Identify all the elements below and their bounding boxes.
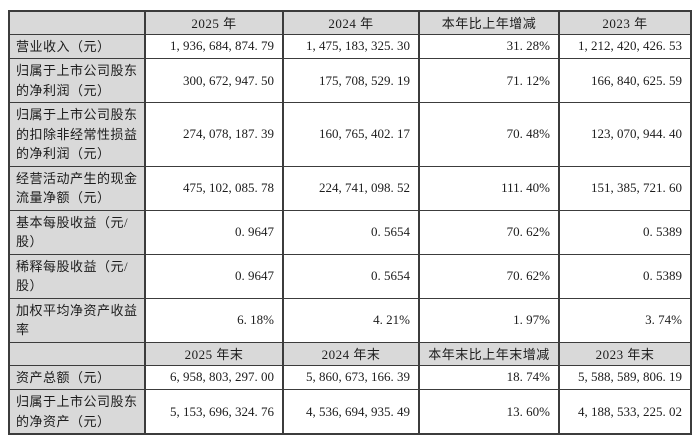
metric-label: 归属于上市公司股东的净资产（元） [8, 389, 146, 435]
value-2025: 1, 936, 684, 874. 79 [144, 33, 284, 59]
col-header-2023: 2023 年 [558, 10, 692, 35]
value-yoy: 70. 62% [418, 253, 560, 299]
value-2024: 224, 741, 098. 52 [282, 165, 420, 211]
metric-label: 归属于上市公司股东的净利润（元） [8, 58, 146, 103]
value-2024: 1, 475, 183, 325. 30 [282, 33, 420, 59]
value-2023: 166, 840, 625. 59 [558, 58, 692, 103]
metric-label: 资产总额（元） [8, 364, 146, 390]
row-operating-cash-flow: 经营活动产生的现金流量净额（元） 475, 102, 085. 78 224, … [8, 165, 692, 211]
value-yoy: 71. 12% [418, 58, 560, 103]
value-2025: 6. 18% [144, 297, 284, 343]
value-2023: 3. 74% [558, 297, 692, 343]
value-2023: 151, 385, 721. 60 [558, 165, 692, 211]
value-2025: 300, 672, 947. 50 [144, 58, 284, 103]
metric-label: 营业收入（元） [8, 33, 146, 59]
value-2023: 0. 5389 [558, 253, 692, 299]
row-basic-eps: 基本每股收益（元/股） 0. 9647 0. 5654 70. 62% 0. 5… [8, 209, 692, 255]
col-header-2024-end: 2024 年末 [282, 341, 420, 366]
value-2025: 0. 9647 [144, 209, 284, 255]
row-total-assets: 资产总额（元） 6, 958, 803, 297. 00 5, 860, 673… [8, 364, 692, 390]
value-2024: 4. 21% [282, 297, 420, 343]
col-header-2025-end: 2025 年末 [144, 341, 284, 366]
value-2024-end: 4, 536, 694, 935. 49 [282, 389, 420, 435]
metric-label: 归属于上市公司股东的扣除非经常性损益的净利润（元） [8, 102, 146, 167]
value-2023-end: 4, 188, 533, 225. 02 [558, 389, 692, 435]
value-yoy: 70. 48% [418, 102, 560, 167]
col-header-2025: 2025 年 [144, 10, 284, 35]
value-2024-end: 5, 860, 673, 166. 39 [282, 364, 420, 390]
row-net-profit: 归属于上市公司股东的净利润（元） 300, 672, 947. 50 175, … [8, 58, 692, 103]
value-2024: 160, 765, 402. 17 [282, 102, 420, 167]
value-2023: 1, 212, 420, 426. 53 [558, 33, 692, 59]
financial-summary-table: 2025 年 2024 年 本年比上年增减 2023 年 营业收入（元） 1, … [8, 10, 692, 435]
section1-header-row: 2025 年 2024 年 本年比上年增减 2023 年 [8, 10, 692, 35]
corner-cell [8, 341, 146, 366]
metric-label: 稀释每股收益（元/股） [8, 253, 146, 299]
metric-label: 基本每股收益（元/股） [8, 209, 146, 255]
value-yoy: 111. 40% [418, 165, 560, 211]
value-2023-end: 5, 588, 589, 806. 19 [558, 364, 692, 390]
col-header-2023-end: 2023 年末 [558, 341, 692, 366]
row-net-assets: 归属于上市公司股东的净资产（元） 5, 153, 696, 324. 76 4,… [8, 389, 692, 435]
metric-label: 经营活动产生的现金流量净额（元） [8, 165, 146, 211]
value-2025: 475, 102, 085. 78 [144, 165, 284, 211]
row-net-profit-excl-nonrecurring: 归属于上市公司股东的扣除非经常性损益的净利润（元） 274, 078, 187.… [8, 102, 692, 167]
row-weighted-avg-roe: 加权平均净资产收益率 6. 18% 4. 21% 1. 97% 3. 74% [8, 297, 692, 343]
value-yoy: 31. 28% [418, 33, 560, 59]
col-header-yoy-change: 本年比上年增减 [418, 10, 560, 35]
value-yoy-end: 18. 74% [418, 364, 560, 390]
row-diluted-eps: 稀释每股收益（元/股） 0. 9647 0. 5654 70. 62% 0. 5… [8, 253, 692, 299]
value-yoy: 1. 97% [418, 297, 560, 343]
value-2023: 0. 5389 [558, 209, 692, 255]
value-2025-end: 5, 153, 696, 324. 76 [144, 389, 284, 435]
value-2025: 0. 9647 [144, 253, 284, 299]
value-2025-end: 6, 958, 803, 297. 00 [144, 364, 284, 390]
value-2025: 274, 078, 187. 39 [144, 102, 284, 167]
value-2024: 0. 5654 [282, 209, 420, 255]
value-yoy-end: 13. 60% [418, 389, 560, 435]
corner-cell [8, 10, 146, 35]
value-2024: 0. 5654 [282, 253, 420, 299]
value-yoy: 70. 62% [418, 209, 560, 255]
value-2023: 123, 070, 944. 40 [558, 102, 692, 167]
col-header-2024: 2024 年 [282, 10, 420, 35]
col-header-yoy-end-change: 本年末比上年末增减 [418, 341, 560, 366]
section2-header-row: 2025 年末 2024 年末 本年末比上年末增减 2023 年末 [8, 341, 692, 366]
row-revenue: 营业收入（元） 1, 936, 684, 874. 79 1, 475, 183… [8, 33, 692, 59]
value-2024: 175, 708, 529. 19 [282, 58, 420, 103]
metric-label: 加权平均净资产收益率 [8, 297, 146, 343]
